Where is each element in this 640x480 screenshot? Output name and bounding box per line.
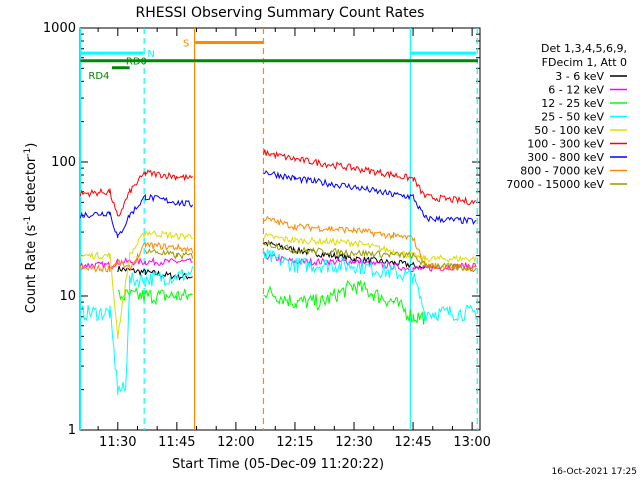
annotation-label: N [147,49,154,60]
x-tick-label: 11:30 [99,435,136,450]
series-line-9 [144,248,194,260]
legend-header-line-1: Det 1,3,4,5,6,9, [541,42,627,55]
y-tick-label: 100 [51,155,76,170]
legend: Det 1,3,4,5,6,9, FDecim 1, Att 0 3 - 6 k… [506,42,627,191]
legend-label-4: 25 - 50 keV [541,111,604,124]
series-line-1 [263,239,426,270]
series-line-7 [263,170,477,226]
series-line-5 [80,230,193,340]
series-line-6 [263,149,477,206]
series-line-3 [117,286,193,306]
annotation-label: RD4 [88,71,109,82]
series-line-9 [263,240,477,273]
series-line-8 [79,241,194,273]
series-line-4 [79,266,194,396]
y-tick-label: 1000 [43,21,76,36]
svg-text:Count Rate (s-1 detector-1): Count Rate (s-1 detector-1) [23,143,39,314]
x-tick-label: 12:15 [276,435,313,450]
x-tick-label: 12:45 [394,435,431,450]
series-line-7 [79,193,194,239]
footer-date: 16-Oct-2021 17:25 [552,467,637,477]
series-line-6 [79,169,193,217]
x-tick-label: 11:45 [158,435,195,450]
x-tick-label: 12:00 [217,435,254,450]
series-line-3 [263,280,426,325]
y-label-sup-2: -1 [23,148,33,157]
legend-label-1: 3 - 6 keV [555,70,604,83]
x-tick-label: 13:00 [453,435,490,450]
y-label-sup-1: -1 [23,216,33,225]
annotation-label: S [183,38,189,49]
y-label-part-1: Count Rate (s [24,225,39,314]
legend-label-2: 6 - 12 keV [548,84,604,97]
legend-label-9: 7000 - 15000 keV [506,178,604,191]
x-tick-label: 12:30 [335,435,372,450]
y-axis-label: Count Rate (s-1 detector-1) [23,143,39,314]
series-line-4 [263,248,477,322]
series-line-8 [263,215,477,272]
chart-title: RHESSI Observing Summary Count Rates [136,5,425,21]
legend-label-5: 50 - 100 keV [534,124,604,137]
legend-label-3: 12 - 25 keV [541,97,604,110]
y-label-part-2: detector [24,156,39,216]
series-line-5 [263,232,477,264]
y-tick-label: 10 [59,289,76,304]
y-tick-label: 1 [68,423,76,438]
x-axis-label: Start Time (05-Dec-09 11:20:22) [172,457,384,472]
legend-label-7: 300 - 800 keV [527,151,604,164]
legend-header-line-2: FDecim 1, Att 0 [542,56,627,69]
annotation-label: RD0 [126,57,147,68]
legend-label-8: 800 - 7000 keV [520,165,604,178]
plot-area: 1 10 100 1000 11:30 11:45 12:00 12:15 12:30 12:45… [43,21,491,450]
y-label-part-3: ) [24,143,39,148]
legend-label-6: 100 - 300 keV [527,138,604,151]
